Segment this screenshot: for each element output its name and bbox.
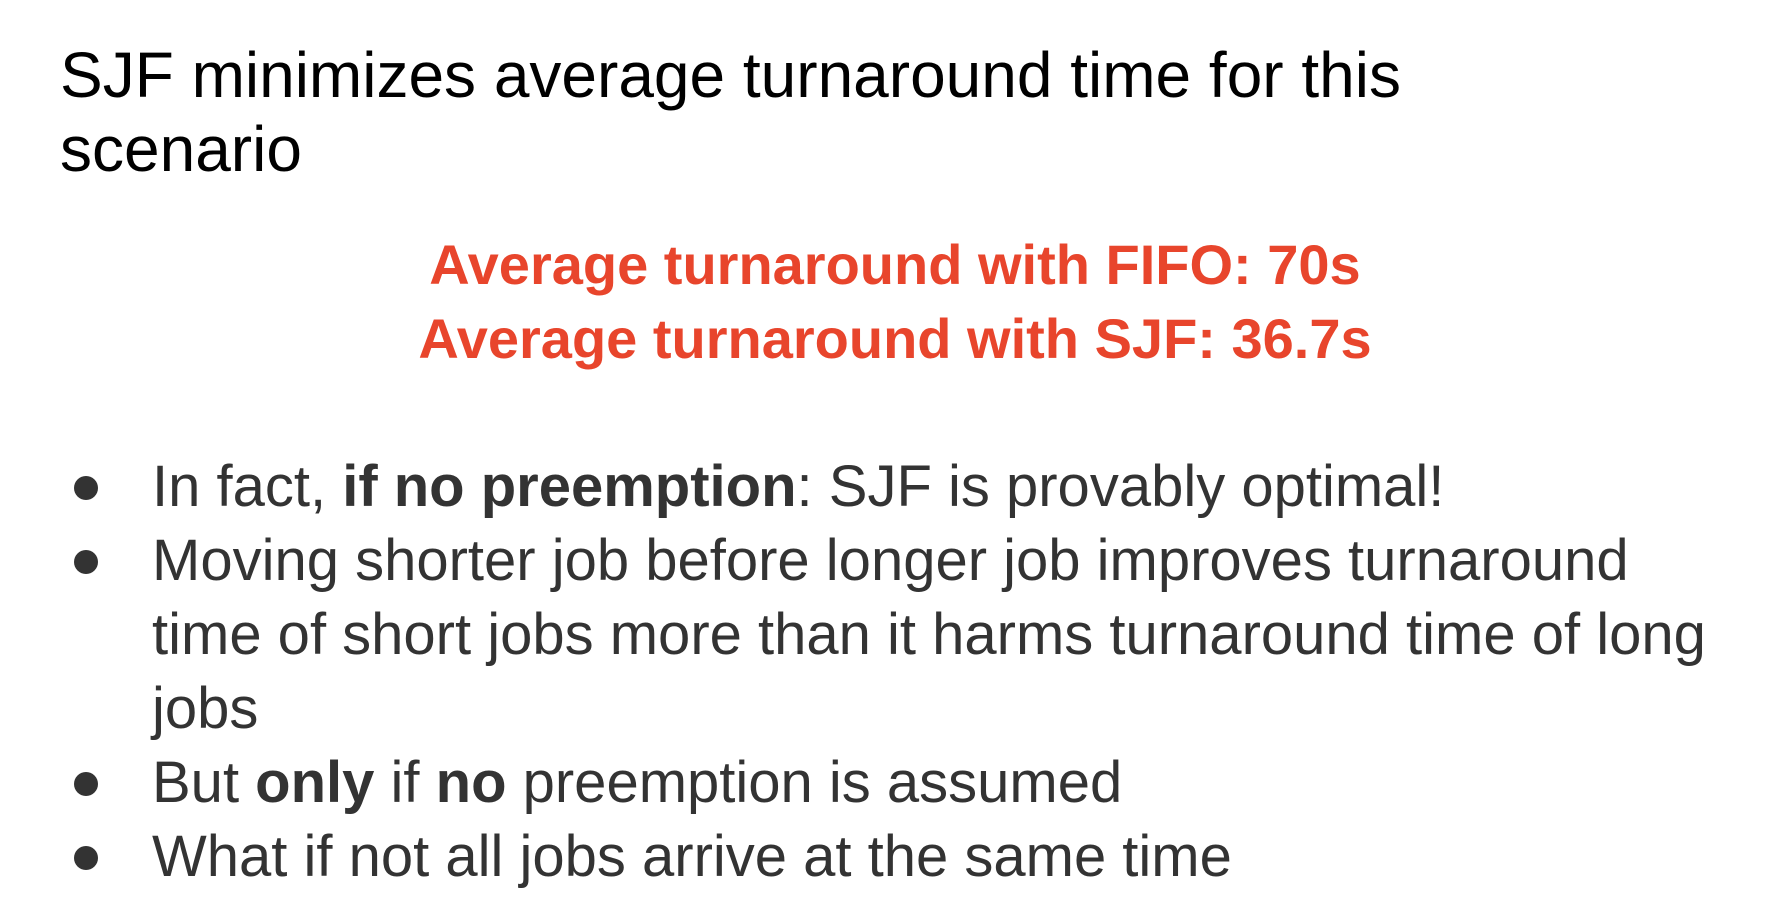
bullet-dot-icon bbox=[74, 550, 98, 574]
bullet-emphasis: no bbox=[435, 750, 507, 815]
bullet-dot-icon bbox=[74, 772, 98, 796]
sjf-result: Average turnaround with SJF: 36.7s bbox=[418, 307, 1372, 370]
bullet-text: What if not all jobs arrive at the same … bbox=[152, 824, 1232, 889]
bullet-item: In fact, if no preemption: SJF is provab… bbox=[0, 450, 1790, 524]
bullet-dot-icon bbox=[74, 846, 98, 870]
bullet-item: But only if no preemption is assumed bbox=[0, 746, 1790, 820]
bullet-text: : SJF is provably optimal! bbox=[796, 454, 1445, 519]
fifo-result: Average turnaround with FIFO: 70s bbox=[429, 233, 1361, 296]
bullet-emphasis: if no preemption bbox=[342, 454, 797, 519]
bullet-text: But bbox=[152, 750, 256, 815]
bullet-item: Moving shorter job before longer job imp… bbox=[0, 524, 1790, 746]
bullet-item: What if not all jobs arrive at the same … bbox=[0, 820, 1790, 894]
bullet-text: Moving shorter job before longer job imp… bbox=[152, 528, 1706, 741]
bullet-list: In fact, if no preemption: SJF is provab… bbox=[0, 450, 1790, 894]
bullet-emphasis: only bbox=[255, 750, 375, 815]
slide-title: SJF minimizes average turnaround time fo… bbox=[60, 39, 1401, 185]
bullet-text: preemption is assumed bbox=[506, 750, 1123, 815]
bullet-text: if bbox=[374, 750, 436, 815]
highlight-results: Average turnaround with FIFO: 70s Averag… bbox=[0, 228, 1790, 376]
bullet-text: In fact, bbox=[152, 454, 343, 519]
bullet-dot-icon bbox=[74, 476, 98, 500]
